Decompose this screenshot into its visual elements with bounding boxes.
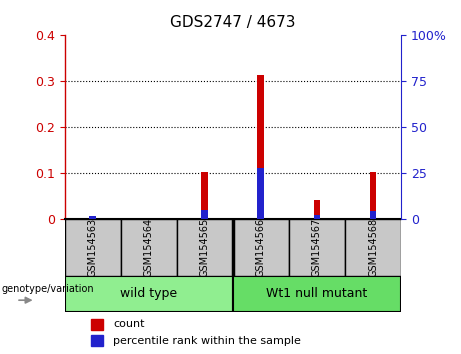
Bar (313, 215, 320, 219)
Bar (89, 217, 96, 219)
Bar (121, 219, 177, 276)
Text: GSM154568: GSM154568 (368, 218, 378, 278)
Bar (233, 276, 401, 312)
Text: GSM154566: GSM154566 (256, 218, 266, 278)
Bar (370, 172, 376, 219)
Bar (370, 211, 376, 219)
Text: count: count (113, 319, 145, 329)
Bar (201, 210, 208, 219)
Text: percentile rank within the sample: percentile rank within the sample (113, 336, 301, 346)
Bar (233, 219, 289, 276)
Bar (177, 219, 233, 276)
Bar (89, 216, 96, 219)
Bar (65, 276, 233, 312)
Title: GDS2747 / 4673: GDS2747 / 4673 (170, 15, 296, 30)
Bar (289, 219, 345, 276)
Text: genotype/variation: genotype/variation (2, 284, 95, 293)
Bar (345, 219, 401, 276)
Text: GSM154565: GSM154565 (200, 218, 210, 278)
Bar (258, 168, 264, 219)
Bar (91, 319, 103, 330)
Bar (201, 172, 208, 219)
Text: wild type: wild type (120, 287, 177, 300)
Bar (91, 335, 103, 346)
Text: GSM154563: GSM154563 (88, 218, 98, 278)
Text: Wt1 null mutant: Wt1 null mutant (266, 287, 367, 300)
Bar (313, 200, 320, 219)
Text: GSM154567: GSM154567 (312, 218, 322, 278)
Bar (258, 74, 264, 219)
Bar (65, 219, 121, 276)
Text: GSM154564: GSM154564 (144, 218, 154, 278)
